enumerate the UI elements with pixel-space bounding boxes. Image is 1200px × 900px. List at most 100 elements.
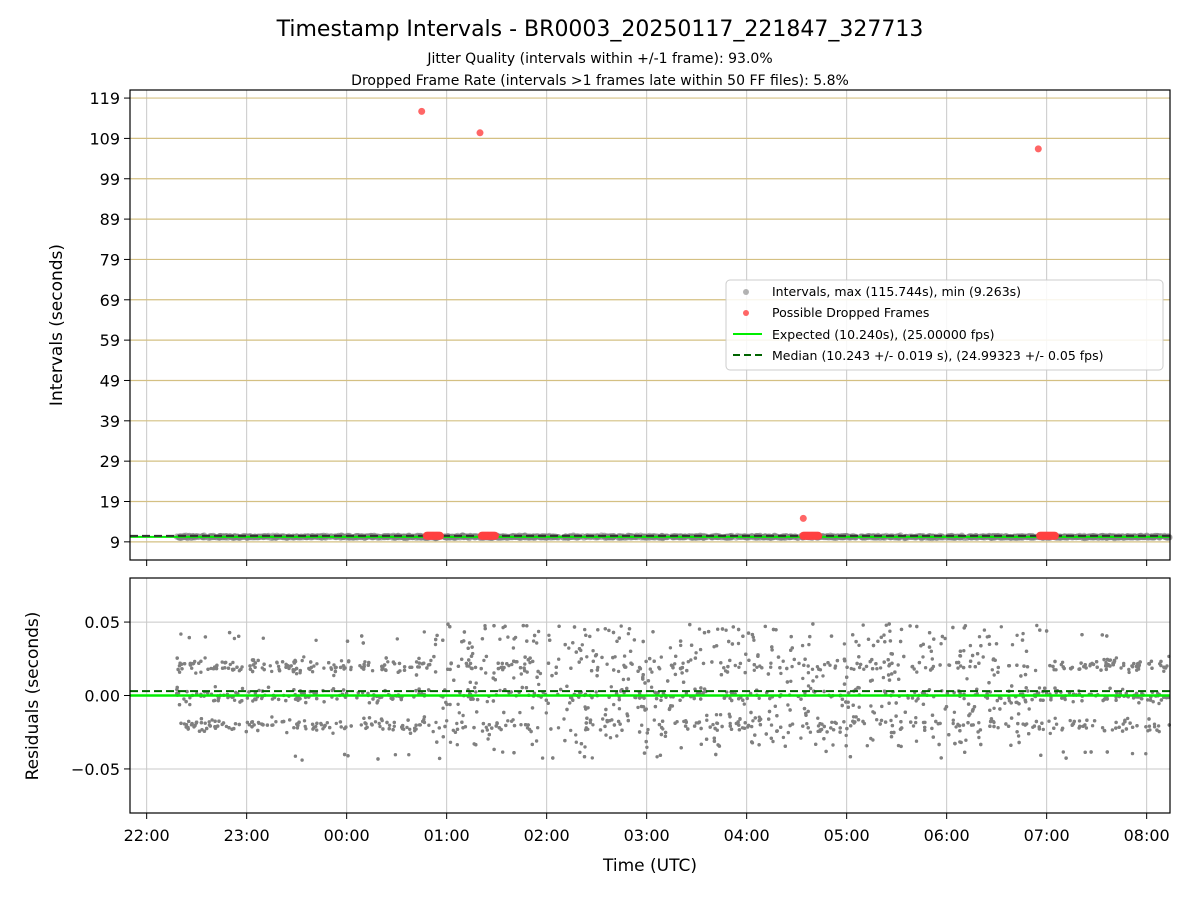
residual-point: [406, 718, 410, 722]
residual-point: [845, 726, 849, 731]
residual-point: [644, 659, 648, 664]
residual-point: [869, 736, 873, 741]
residual-point: [645, 745, 649, 749]
residual-point: [375, 700, 379, 704]
residual-point: [213, 698, 217, 703]
residual-point: [884, 623, 888, 627]
residual-point: [505, 662, 509, 666]
residual-point: [1044, 629, 1049, 633]
residual-point: [1080, 633, 1084, 637]
residual-point: [889, 718, 893, 723]
residual-point: [769, 723, 774, 727]
residual-point: [300, 758, 304, 762]
residual-point: [684, 691, 689, 695]
residual-point: [427, 723, 431, 727]
residual-point: [1023, 698, 1027, 702]
residual-point: [577, 660, 581, 664]
residual-point: [302, 655, 306, 659]
residual-point: [1137, 701, 1141, 705]
residual-point: [816, 716, 820, 720]
residual-point: [359, 723, 363, 727]
residual-point: [939, 756, 943, 760]
residual-point: [322, 666, 326, 670]
residuals-x-tick-label: 01:00: [424, 826, 470, 845]
residual-point: [522, 666, 526, 670]
residual-point: [1148, 698, 1153, 702]
residual-point: [680, 665, 685, 670]
residual-point: [400, 726, 405, 731]
residual-point: [1083, 723, 1087, 727]
residual-point: [724, 628, 728, 632]
residual-point: [988, 719, 993, 724]
residual-point: [801, 724, 805, 728]
residual-point: [408, 727, 412, 731]
residual-point: [496, 661, 500, 665]
residual-point: [921, 655, 925, 659]
residual-point: [341, 664, 346, 668]
residual-point: [512, 637, 516, 641]
residual-point: [1041, 698, 1045, 702]
residual-point: [1117, 725, 1121, 729]
residual-point: [1080, 699, 1084, 703]
residual-point: [712, 736, 716, 740]
residual-point: [361, 641, 365, 645]
residual-point: [1084, 726, 1089, 730]
residual-point: [467, 641, 472, 645]
dropped-frame-point: [476, 129, 484, 137]
residual-point: [434, 720, 438, 725]
residual-point: [1004, 722, 1008, 726]
residual-point: [223, 661, 227, 665]
intervals-y-tick-label: 19: [100, 493, 120, 512]
residual-point: [408, 731, 413, 735]
residual-point: [414, 688, 418, 693]
residual-point: [684, 719, 688, 723]
residual-point: [484, 654, 489, 659]
residual-point: [774, 628, 778, 632]
residual-point: [917, 660, 922, 665]
residual-point: [790, 646, 794, 650]
residual-point: [667, 707, 672, 712]
dropped-frame-point: [418, 107, 426, 115]
residual-point: [550, 673, 554, 678]
residual-point: [788, 723, 792, 728]
residual-point: [866, 637, 871, 641]
residual-point: [247, 723, 252, 727]
residual-point: [385, 720, 389, 725]
residual-point: [835, 658, 840, 663]
residual-point: [979, 644, 983, 648]
residual-point: [976, 730, 980, 734]
residual-point: [342, 752, 347, 757]
residual-point: [992, 673, 996, 677]
residual-point: [1156, 724, 1161, 728]
residual-point: [294, 666, 299, 671]
residual-point: [663, 734, 668, 738]
residual-point: [923, 666, 928, 670]
residual-point: [177, 670, 182, 674]
residual-point: [868, 659, 872, 664]
residual-point: [429, 658, 433, 663]
residual-point: [789, 679, 793, 683]
residual-point: [987, 642, 992, 646]
residuals-x-tick-label: 07:00: [1024, 826, 1070, 845]
residual-point: [492, 671, 496, 675]
residual-point: [1048, 731, 1053, 736]
residual-point: [199, 670, 203, 674]
residual-point: [1135, 724, 1139, 728]
residual-point: [355, 696, 359, 700]
residual-point: [1104, 662, 1108, 666]
residual-point: [742, 702, 746, 706]
residual-point: [380, 664, 384, 669]
residual-point: [1009, 716, 1014, 720]
residual-point: [760, 666, 764, 670]
residual-point: [526, 723, 530, 727]
residual-point: [666, 679, 670, 683]
residual-point: [826, 661, 830, 665]
residual-point: [209, 666, 213, 671]
residual-point: [1060, 726, 1065, 730]
residual-point: [601, 717, 605, 721]
residual-point: [1010, 643, 1015, 647]
dropped-frame-point: [491, 531, 499, 540]
residual-point: [557, 624, 561, 628]
residual-point: [330, 688, 334, 693]
residual-point: [769, 736, 773, 740]
